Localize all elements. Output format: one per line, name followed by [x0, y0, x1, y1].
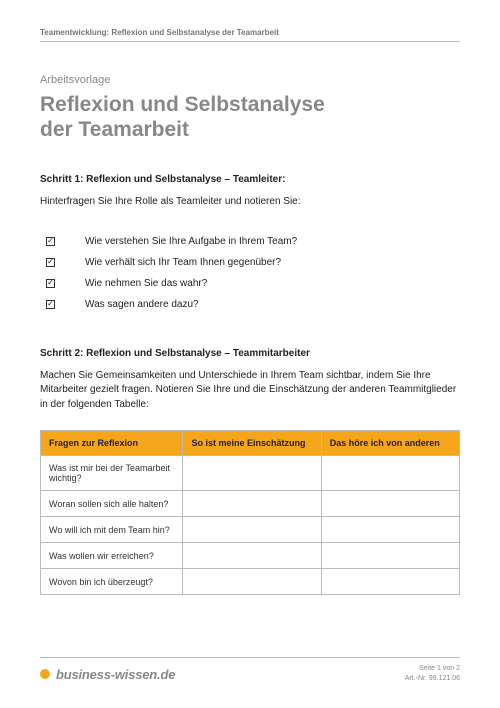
input-cell[interactable] [183, 569, 321, 595]
table-row: Was ist mir bei der Teamarbeit wichtig? [41, 456, 460, 491]
step1-heading: Schritt 1: Reflexion und Selbstanalyse –… [40, 174, 460, 185]
check-item: ✓ Wie verhält sich Ihr Team Ihnen gegenü… [46, 257, 460, 268]
brand-dot-icon [40, 669, 50, 679]
table-header-row: Fragen zur Reflexion So ist meine Einsch… [41, 431, 460, 456]
question-cell: Wo will ich mit dem Team hin? [41, 517, 183, 543]
step1-intro: Hinterfragen Sie Ihre Rolle als Teamleit… [40, 195, 460, 210]
check-item: ✓ Wie nehmen Sie das wahr? [46, 278, 460, 289]
question-cell: Was ist mir bei der Teamarbeit wichtig? [41, 456, 183, 491]
table-row: Was wollen wir erreichen? [41, 543, 460, 569]
reflection-table: Fragen zur Reflexion So ist meine Einsch… [40, 430, 460, 595]
input-cell[interactable] [183, 543, 321, 569]
input-cell[interactable] [183, 517, 321, 543]
input-cell[interactable] [321, 456, 459, 491]
checkbox-icon: ✓ [46, 237, 55, 246]
input-cell[interactable] [183, 491, 321, 517]
check-label: Wie verstehen Sie Ihre Aufgabe in Ihrem … [85, 236, 297, 247]
article-number: Art.-Nr. 99.121.06 [405, 674, 460, 684]
input-cell[interactable] [183, 456, 321, 491]
input-cell[interactable] [321, 543, 459, 569]
step1-checklist: ✓ Wie verstehen Sie Ihre Aufgabe in Ihre… [46, 226, 460, 320]
brand-text: business-wissen.de [56, 667, 175, 682]
table-row: Wovon bin ich überzeugt? [41, 569, 460, 595]
check-label: Was sagen andere dazu? [85, 299, 199, 310]
running-header: Teamentwicklung: Reflexion und Selbstana… [40, 28, 460, 42]
col-header: So ist meine Einschätzung [183, 431, 321, 456]
check-item: ✓ Was sagen andere dazu? [46, 299, 460, 310]
check-label: Wie verhält sich Ihr Team Ihnen gegenübe… [85, 257, 281, 268]
checkbox-icon: ✓ [46, 279, 55, 288]
question-cell: Was wollen wir erreichen? [41, 543, 183, 569]
step2-heading: Schritt 2: Reflexion und Selbstanalyse –… [40, 348, 460, 359]
col-header: Das höre ich von anderen [321, 431, 459, 456]
pretitle: Arbeitsvorlage [40, 74, 460, 86]
step2-intro: Machen Sie Gemeinsamkeiten und Unterschi… [40, 369, 460, 413]
page-title: Reflexion und Selbstanalyse der Teamarbe… [40, 92, 460, 142]
title-line-1: Reflexion und Selbstanalyse [40, 93, 325, 116]
check-item: ✓ Wie verstehen Sie Ihre Aufgabe in Ihre… [46, 236, 460, 247]
table-row: Wo will ich mit dem Team hin? [41, 517, 460, 543]
checkbox-icon: ✓ [46, 258, 55, 267]
page-number: Seite 1 von 2 [405, 664, 460, 674]
question-cell: Woran sollen sich alle halten? [41, 491, 183, 517]
input-cell[interactable] [321, 491, 459, 517]
table-row: Woran sollen sich alle halten? [41, 491, 460, 517]
title-line-2: der Teamarbeit [40, 118, 189, 141]
checkbox-icon: ✓ [46, 300, 55, 309]
input-cell[interactable] [321, 569, 459, 595]
footer-meta: Seite 1 von 2 Art.-Nr. 99.121.06 [405, 664, 460, 684]
brand: business-wissen.de [40, 667, 175, 682]
input-cell[interactable] [321, 517, 459, 543]
page-footer: business-wissen.de Seite 1 von 2 Art.-Nr… [40, 657, 460, 684]
col-header: Fragen zur Reflexion [41, 431, 183, 456]
question-cell: Wovon bin ich überzeugt? [41, 569, 183, 595]
check-label: Wie nehmen Sie das wahr? [85, 278, 207, 289]
